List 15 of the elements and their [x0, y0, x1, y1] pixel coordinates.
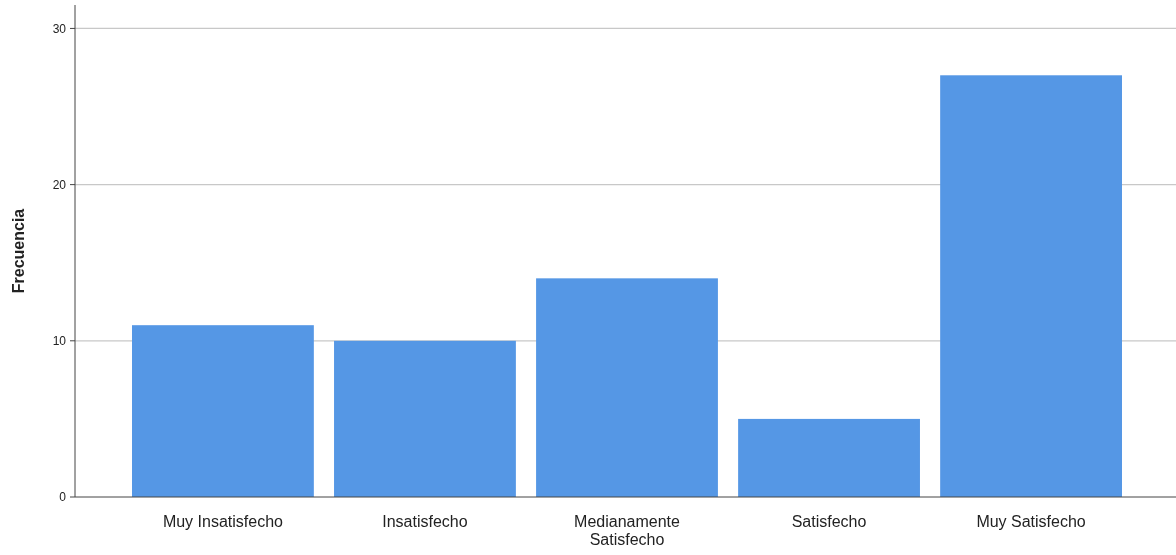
- x-tick-label: Medianamente Satisfecho: [574, 513, 681, 548]
- bar: [738, 418, 920, 497]
- bar: [536, 278, 718, 497]
- x-tick-label: Muy Insatisfecho: [162, 513, 284, 530]
- y-tick-label: 20: [52, 177, 67, 192]
- x-tick-label: Insatisfecho: [382, 513, 468, 530]
- x-tick-label: Muy Satisfecho: [976, 513, 1086, 530]
- y-tick-label: 30: [52, 21, 67, 36]
- y-axis-title: Frecuencia: [10, 208, 27, 294]
- x-tick-label: Satisfecho: [791, 513, 867, 530]
- bar: [940, 75, 1122, 497]
- y-tick-label: 0: [59, 490, 67, 505]
- bar: [334, 340, 516, 497]
- y-tick-label: 10: [52, 334, 67, 349]
- bar: [132, 325, 314, 497]
